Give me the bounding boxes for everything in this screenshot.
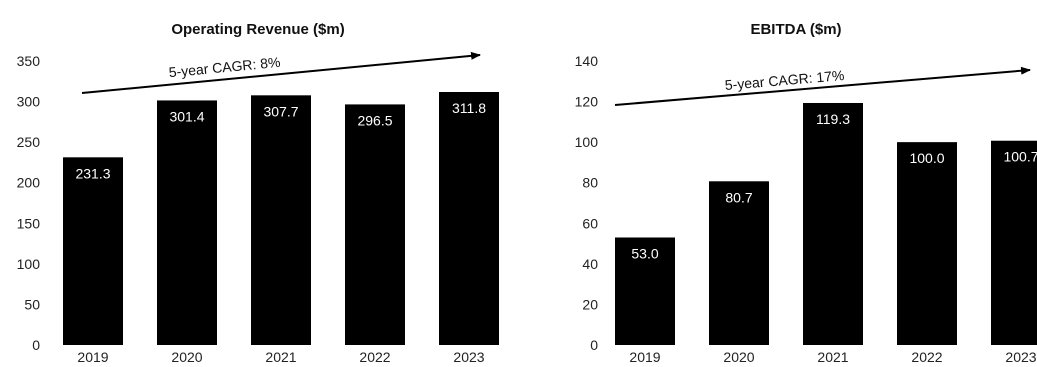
revenue-y-tick: 150 <box>17 215 41 231</box>
ebitda-cagr-arrow <box>614 66 1031 106</box>
revenue-data-label: 296.5 <box>357 112 392 128</box>
revenue-cagr-arrow <box>81 51 481 94</box>
ebitda-bar <box>803 102 863 346</box>
ebitda-chart: EBITDA ($m) 0 20 40 60 80 100 120 140 53.0 80.7 1… <box>575 21 1037 365</box>
revenue-data-label: 307.7 <box>263 103 298 119</box>
ebitda-data-labels: 53.0 80.7 119.3 100.0 100.7 <box>631 111 1037 261</box>
ebitda-data-label: 100.0 <box>909 150 944 166</box>
revenue-data-label: 311.8 <box>452 100 486 116</box>
ebitda-chart-title: EBITDA ($m) <box>750 21 841 38</box>
ebitda-y-tick: 140 <box>575 53 599 69</box>
revenue-chart-title: Operating Revenue ($m) <box>171 21 344 38</box>
ebitda-y-axis: 0 20 40 60 80 100 120 140 <box>575 53 599 353</box>
ebitda-bar <box>615 237 675 345</box>
revenue-y-tick: 250 <box>17 134 41 150</box>
ebitda-category-label: 2021 <box>817 349 848 365</box>
revenue-data-label: 231.3 <box>75 165 110 181</box>
ebitda-data-label: 53.0 <box>631 245 658 261</box>
revenue-y-tick: 0 <box>32 337 40 353</box>
revenue-category-label: 2022 <box>359 349 390 365</box>
revenue-y-tick: 200 <box>17 175 41 191</box>
revenue-bars <box>63 91 499 345</box>
revenue-y-tick: 50 <box>24 296 40 312</box>
revenue-y-axis: 0 50 100 150 200 250 300 350 <box>17 53 41 353</box>
revenue-data-label: 301.4 <box>169 108 204 124</box>
ebitda-data-label: 80.7 <box>725 189 752 205</box>
ebitda-y-tick: 120 <box>575 94 599 110</box>
revenue-y-tick: 350 <box>17 53 41 69</box>
revenue-y-tick: 100 <box>17 256 41 272</box>
ebitda-category-label: 2019 <box>629 349 660 365</box>
revenue-bar <box>157 100 217 345</box>
ebitda-y-tick: 80 <box>582 175 598 191</box>
revenue-bar <box>251 95 311 345</box>
revenue-chart: Operating Revenue ($m) 0 50 100 150 200 250 30… <box>17 21 499 365</box>
ebitda-bars <box>615 102 1037 346</box>
revenue-x-axis: 2019 2020 2021 2022 2023 <box>77 349 484 365</box>
ebitda-category-label: 2023 <box>1005 349 1036 365</box>
revenue-bar <box>63 157 123 345</box>
ebitda-y-tick: 100 <box>575 134 599 150</box>
ebitda-cagr-annotation: 5-year CAGR: 17% <box>724 67 845 93</box>
ebitda-bar <box>897 142 957 345</box>
revenue-category-label: 2020 <box>171 349 202 365</box>
revenue-bar <box>439 91 499 345</box>
ebitda-y-tick: 40 <box>582 256 598 272</box>
revenue-category-label: 2021 <box>265 349 296 365</box>
revenue-y-tick: 300 <box>17 94 41 110</box>
ebitda-y-tick: 60 <box>582 215 598 231</box>
revenue-data-labels: 231.3 301.4 307.7 296.5 311.8 <box>75 100 486 181</box>
revenue-category-label: 2023 <box>453 349 484 365</box>
ebitda-y-tick: 20 <box>582 296 598 312</box>
ebitda-category-label: 2020 <box>723 349 754 365</box>
revenue-category-label: 2019 <box>77 349 108 365</box>
ebitda-y-tick: 0 <box>590 337 598 353</box>
revenue-bar <box>345 104 405 345</box>
ebitda-data-label: 100.7 <box>1003 149 1037 165</box>
ebitda-category-label: 2022 <box>911 349 942 365</box>
ebitda-bar <box>709 181 769 345</box>
ebitda-x-axis: 2019 2020 2021 2022 2023 <box>629 349 1036 365</box>
ebitda-bar <box>991 140 1037 345</box>
ebitda-data-label: 119.3 <box>816 111 850 127</box>
